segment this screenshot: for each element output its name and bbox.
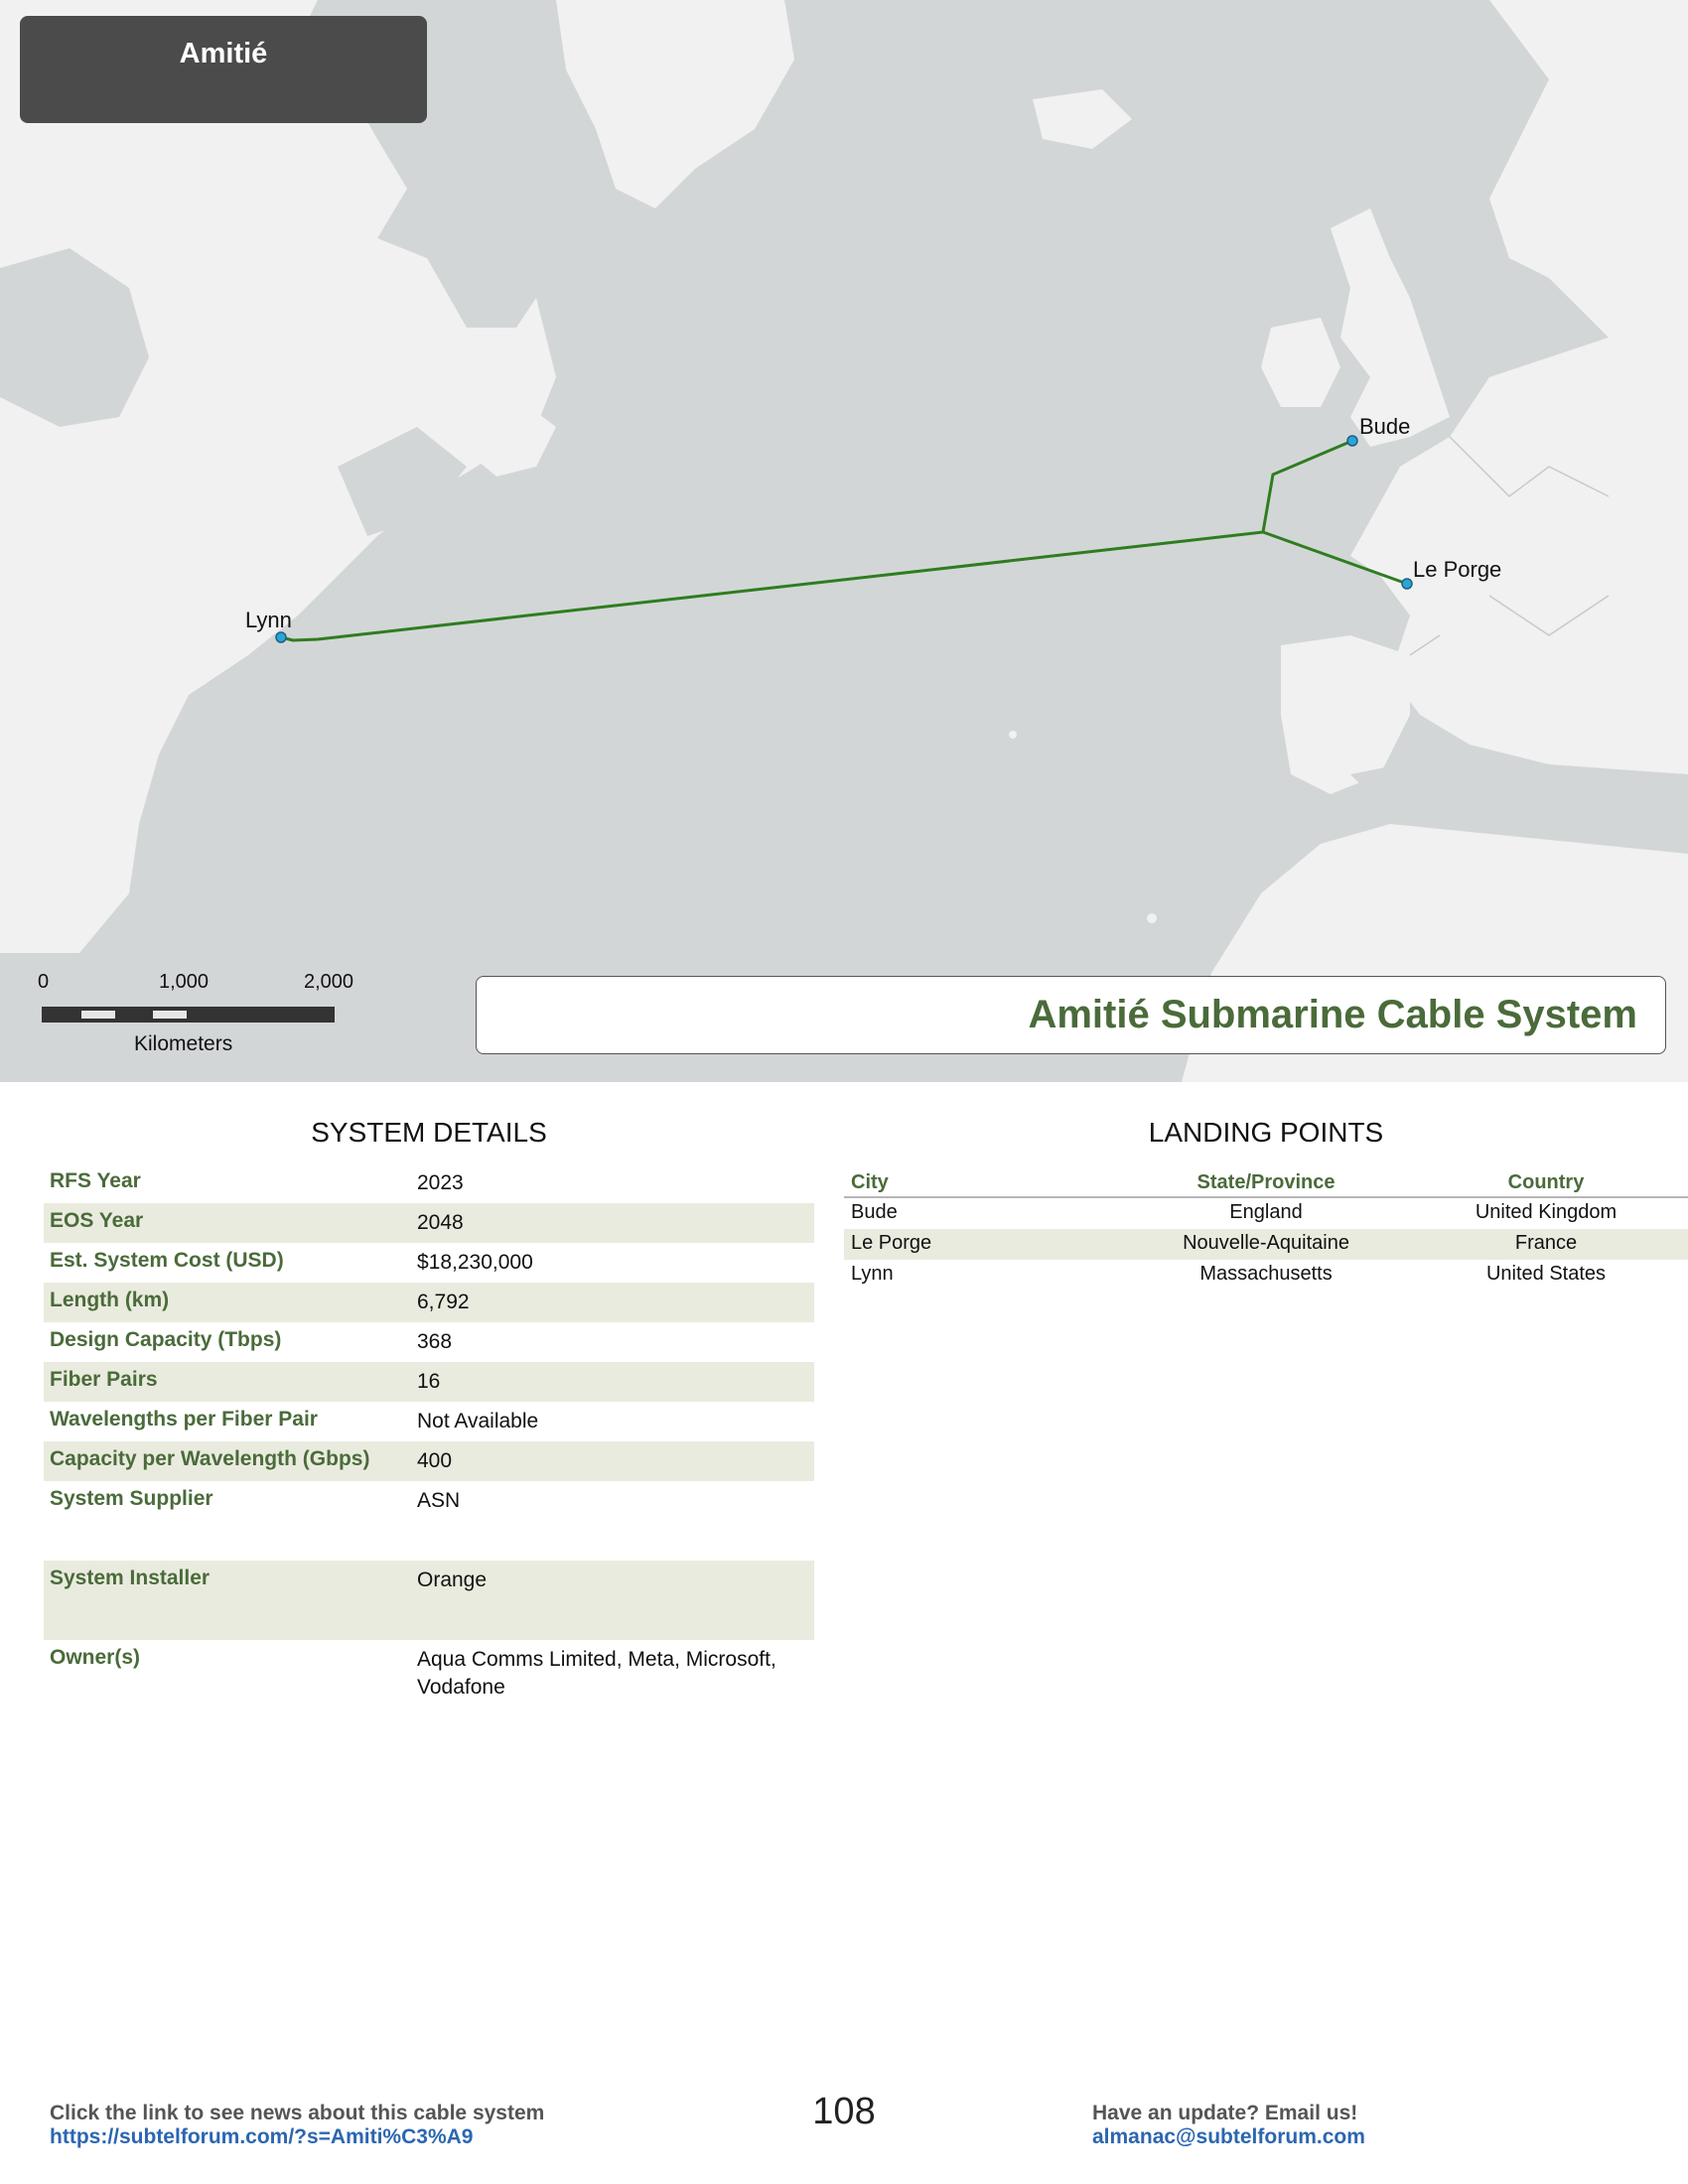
detail-value: 6,792 [417, 1291, 470, 1313]
scale-segment [81, 1011, 115, 1019]
scale-tick-2000: 2,000 [304, 971, 354, 993]
cell-city: Le Porge [851, 1232, 932, 1254]
detail-label: EOS Year [50, 1209, 144, 1232]
scale-tick-0: 0 [38, 971, 50, 993]
scandinavia [1489, 0, 1688, 357]
gulf-st-lawrence [338, 427, 467, 536]
cable-title-tab: Amitié [20, 16, 427, 123]
scale-bar-graphic [42, 1007, 335, 1023]
detail-row: Owner(s) Aqua Comms Limited, Meta, Micro… [44, 1640, 814, 1719]
hudson-bay [0, 248, 149, 427]
map: Amitié Bude Le Porge Lynn 0 1,000 2,000 … [0, 0, 1688, 1082]
detail-value: Not Available [417, 1410, 539, 1433]
landing-dot-lynn [275, 631, 287, 643]
detail-label: Design Capacity (Tbps) [50, 1328, 282, 1351]
detail-value: Orange [417, 1569, 488, 1591]
scale-unit: Kilometers [134, 1032, 233, 1055]
detail-value: 368 [417, 1330, 453, 1353]
landing-label-bude: Bude [1359, 414, 1411, 439]
scale-bar: 0 1,000 2,000 Kilometers [38, 971, 353, 1070]
detail-value: 2023 [417, 1171, 464, 1194]
column-header-city: City [851, 1171, 889, 1193]
detail-label: System Supplier [50, 1487, 213, 1510]
page-number-text: 108 [812, 2091, 876, 2132]
update-note: Have an update? Email us! [1092, 2102, 1358, 2124]
detail-value: Aqua Comms Limited, Meta, Microsoft, Vod… [417, 1648, 776, 1699]
country-borders [1409, 436, 1610, 656]
greenland [556, 0, 794, 208]
detail-label: Fiber Pairs [50, 1368, 158, 1391]
detail-row: EOS Year 2048 [44, 1203, 814, 1243]
cable-route [280, 439, 1408, 642]
table-row: Le Porge Nouvelle-Aquitaine France [844, 1229, 1688, 1260]
north-america-landmass [0, 0, 556, 953]
system-details-heading: SYSTEM DETAILS [311, 1117, 547, 1148]
detail-row: Est. System Cost (USD) $18,230,000 [44, 1243, 814, 1283]
news-note: Click the link to see news about this ca… [50, 2102, 545, 2124]
iceland [1033, 89, 1132, 149]
system-title-banner: Amitié Submarine Cable System [476, 976, 1666, 1054]
footer-news: Click the link to see news about this ca… [50, 2102, 544, 2149]
detail-value: 16 [417, 1370, 441, 1393]
detail-row: Fiber Pairs 16 [44, 1362, 814, 1402]
landing-points-table: City State/Province Country Bude England… [844, 1163, 1688, 1291]
azores [1009, 731, 1017, 739]
detail-row: Wavelengths per Fiber Pair Not Available [44, 1402, 814, 1441]
newfoundland [467, 397, 556, 477]
landing-label-lynn: Lynn [245, 608, 292, 632]
landing-dot-bude [1346, 435, 1358, 447]
detail-label: Length (km) [50, 1289, 170, 1311]
system-title: Amitié Submarine Cable System [1028, 993, 1637, 1036]
detail-label: System Installer [50, 1567, 211, 1589]
detail-value: 400 [417, 1449, 453, 1472]
scale-segment [153, 1011, 187, 1019]
mediterranean [1350, 754, 1688, 844]
great-britain [1331, 208, 1450, 447]
landing-table-header: City State/Province Country [844, 1163, 1688, 1198]
detail-row: System Supplier ASN [44, 1481, 814, 1561]
cable-route-layer [275, 435, 1413, 643]
detail-label: Est. System Cost (USD) [50, 1249, 284, 1272]
detail-label: Wavelengths per Fiber Pair [50, 1408, 318, 1431]
cell-city: Bude [851, 1201, 898, 1223]
detail-label: Capacity per Wavelength (Gbps) [50, 1447, 370, 1470]
iberia [1281, 635, 1410, 794]
table-row: Lynn Massachusetts United States [851, 1263, 1607, 1285]
landing-dot-le-porge [1401, 578, 1413, 590]
cell-city: Lynn [851, 1263, 894, 1285]
system-details-table: RFS Year 2023 EOS Year 2048 Est. System … [44, 1163, 814, 1719]
table-row: Bude England United Kingdom [851, 1201, 1618, 1223]
detail-value: 2048 [417, 1211, 464, 1234]
news-link[interactable]: https://subtelforum.com/?s=Amiti%C3%A9 [50, 2125, 474, 2148]
detail-label: Owner(s) [50, 1646, 141, 1669]
detail-row: System Installer Orange [44, 1561, 814, 1640]
detail-value: ASN [417, 1489, 461, 1512]
canary-islands [1147, 913, 1157, 923]
email-link[interactable]: almanac@subtelforum.com [1092, 2125, 1365, 2148]
detail-value: $18,230,000 [417, 1251, 533, 1274]
detail-row: Capacity per Wavelength (Gbps) 400 [44, 1441, 814, 1481]
detail-row: Length (km) 6,792 [44, 1283, 814, 1322]
landing-label-le-porge: Le Porge [1413, 557, 1502, 582]
detail-label: RFS Year [50, 1169, 141, 1192]
scale-tick-1000: 1,000 [159, 971, 210, 993]
landing-points-heading: LANDING POINTS [1148, 1117, 1384, 1148]
detail-row: RFS Year 2023 [44, 1163, 814, 1203]
footer-update: Have an update? Email us! almanac@subtel… [1092, 2102, 1365, 2149]
ireland [1261, 318, 1340, 407]
detail-row: Design Capacity (Tbps) 368 [44, 1322, 814, 1362]
europe-mainland [1350, 328, 1688, 774]
